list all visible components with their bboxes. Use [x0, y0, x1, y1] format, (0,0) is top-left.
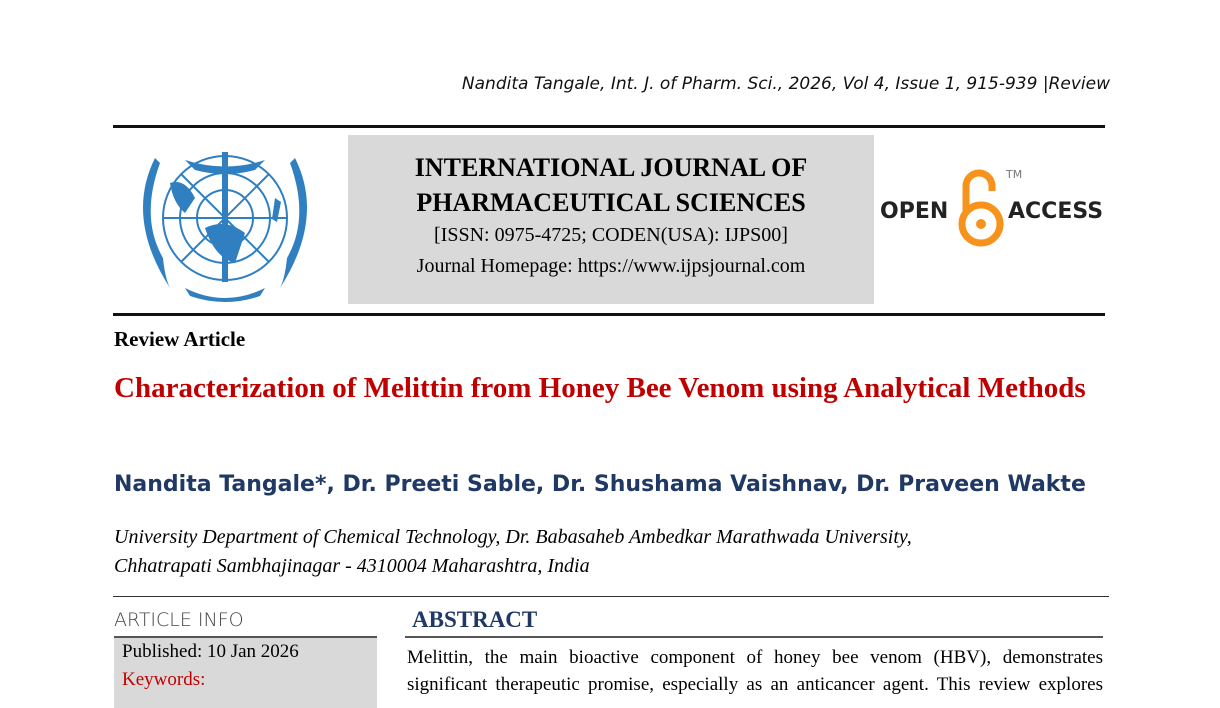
affiliation-line1: University Department of Chemical Techno…: [114, 526, 912, 548]
access-text: ACCESS: [1008, 199, 1104, 224]
article-title: Characterization of Melittin from Honey …: [114, 372, 1086, 404]
abstract-heading: ABSTRACT: [412, 607, 538, 632]
journal-name-line1: INTERNATIONAL JOURNAL OF: [414, 153, 808, 182]
abstract-rule: [405, 636, 1103, 638]
abstract-text: Melittin, the main bioactive component o…: [407, 644, 1103, 698]
journal-masthead: INTERNATIONAL JOURNAL OF PHARMACEUTICAL …: [348, 135, 874, 304]
journal-issn: [ISSN: 0975-4725; CODEN(USA): IJPS00]: [434, 224, 788, 246]
published-date: Published: 10 Jan 2026: [122, 641, 299, 662]
affiliation: University Department of Chemical Techno…: [114, 523, 912, 581]
masthead-bottom-rule: [113, 313, 1105, 316]
open-text: OPEN: [880, 199, 949, 224]
section-divider: [113, 596, 1109, 597]
top-rule: [113, 125, 1105, 128]
authors: Nandita Tangale*, Dr. Preeti Sable, Dr. …: [114, 472, 1086, 497]
keywords-label: Keywords:: [122, 669, 206, 690]
citation-header: Nandita Tangale, Int. J. of Pharm. Sci.,…: [461, 74, 1110, 94]
article-info-heading: ARTICLE INFO: [114, 609, 244, 631]
journal-name-line2: PHARMACEUTICAL SCIENCES: [416, 188, 806, 217]
open-access-logo: OPEN TM ACCESS: [880, 166, 1110, 251]
open-lock-icon: [958, 169, 1004, 247]
abstract-line: significant therapeutic promise, especia…: [407, 674, 1103, 695]
article-type: Review Article: [114, 327, 246, 351]
article-info-box: Published: 10 Jan 2026 Keywords:: [114, 636, 377, 708]
journal-logo-icon: [143, 152, 307, 302]
journal-homepage[interactable]: Journal Homepage: https://www.ijpsjourna…: [416, 255, 806, 277]
trademark: TM: [1006, 168, 1023, 181]
affiliation-line2: Chhatrapati Sambhajinagar - 4310004 Maha…: [114, 555, 590, 577]
abstract-line: Melittin, the main bioactive component o…: [407, 647, 1103, 668]
